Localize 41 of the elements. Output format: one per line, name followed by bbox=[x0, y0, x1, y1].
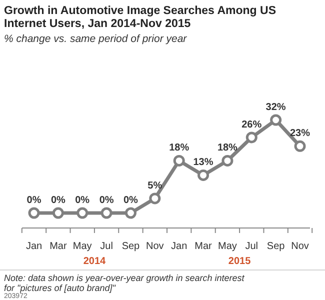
point bbox=[198, 169, 210, 181]
chart-subtitle: % change vs. same period of prior year bbox=[4, 33, 188, 45]
data-label: 0% bbox=[99, 195, 114, 206]
point bbox=[76, 207, 88, 219]
x-tick-label: Jul bbox=[100, 241, 113, 252]
x-tick-label: Nov bbox=[291, 241, 309, 252]
text: 2014 bbox=[83, 256, 106, 267]
data-label: 26% bbox=[242, 119, 262, 130]
point bbox=[124, 207, 136, 219]
x-tick-label: Sep bbox=[266, 241, 286, 252]
point bbox=[28, 207, 40, 219]
point bbox=[294, 140, 306, 152]
point bbox=[246, 132, 258, 144]
x-tick-label: Jan bbox=[171, 241, 188, 252]
x-tick-label: Nov bbox=[146, 241, 164, 252]
data-label: 0% bbox=[50, 195, 66, 206]
point bbox=[149, 192, 161, 204]
point bbox=[52, 207, 64, 219]
chart-title: Growth in Automotive Image Searches Among US Internet Users, Jan 2014-Nov 2015 bbox=[4, 5, 276, 30]
text: Note: data shown is year-over-year growth in search interest for "pictures of [auto brand]" bbox=[4, 273, 245, 293]
x-tick-label: Mar bbox=[194, 241, 213, 252]
x-tick-label: Sep bbox=[122, 241, 140, 252]
x-tick-label: Jan bbox=[26, 241, 42, 252]
data-label: 0% bbox=[26, 195, 42, 206]
text: 2015 bbox=[228, 256, 252, 267]
data-label: 0% bbox=[124, 195, 138, 206]
data-label: 13% bbox=[193, 157, 214, 168]
data-label: 23% bbox=[290, 128, 310, 140]
point bbox=[173, 154, 185, 166]
data-label: 0% bbox=[75, 195, 90, 206]
point bbox=[100, 207, 112, 219]
x-tick-label: May bbox=[72, 241, 92, 252]
data-label: 5% bbox=[148, 180, 162, 192]
data-label: 18% bbox=[217, 142, 238, 154]
point bbox=[222, 154, 234, 166]
x-tick-label: May bbox=[218, 241, 237, 252]
x-tick-label: Mar bbox=[50, 241, 68, 252]
data-label: 32% bbox=[266, 102, 286, 113]
data-label: 18% bbox=[169, 142, 190, 154]
point bbox=[270, 114, 282, 126]
x-tick-label: Jul bbox=[245, 241, 258, 252]
